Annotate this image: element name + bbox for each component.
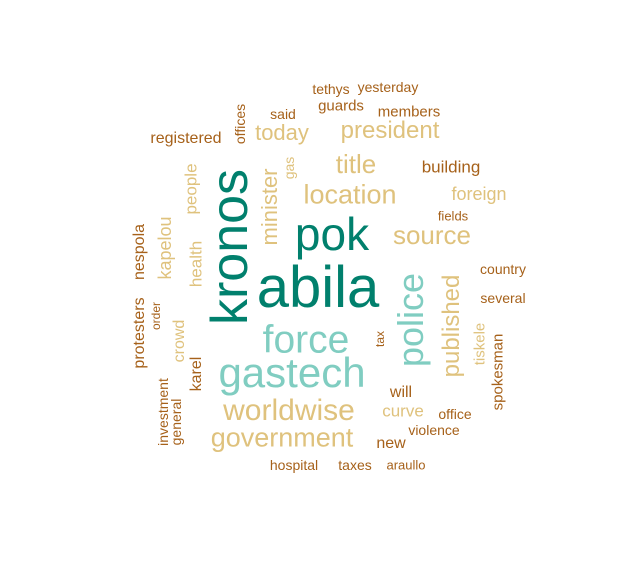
word-president: president: [340, 117, 440, 144]
word-fields: fields: [437, 208, 469, 224]
word-araullo: araullo: [386, 457, 426, 473]
word-hospital: hospital: [269, 457, 319, 473]
word-spokesman: spokesman: [489, 333, 507, 411]
word-force: force: [262, 318, 350, 362]
word-minister: minister: [257, 168, 282, 246]
word-building: building: [421, 157, 481, 177]
word-location: location: [303, 179, 397, 210]
word-office: office: [438, 406, 472, 422]
word-several: several: [480, 290, 526, 306]
word-will: will: [389, 384, 413, 401]
word-government: government: [210, 422, 354, 453]
word-kronos: kronos: [201, 168, 259, 326]
word-karel: karel: [188, 356, 205, 392]
word-curve: curve: [382, 401, 424, 421]
word-tiskele: tiskele: [471, 322, 489, 366]
word-gastech: gastech: [218, 349, 366, 396]
word-pok: pok: [294, 208, 370, 260]
word-said: said: [270, 106, 296, 122]
word-general: general: [168, 398, 184, 446]
word-country: country: [480, 261, 526, 277]
word-abila: abila: [256, 255, 380, 320]
word-gas: gas: [281, 156, 297, 180]
word-offices: offices: [232, 103, 248, 145]
word-violence: violence: [408, 422, 460, 438]
word-order: order: [149, 301, 163, 331]
word-nespola: nespola: [131, 223, 148, 281]
word-title: title: [335, 149, 377, 179]
word-taxes: taxes: [338, 457, 372, 473]
word-today: today: [255, 120, 309, 145]
word-kapelou: kapelou: [155, 216, 175, 280]
word-worldwise: worldwise: [223, 394, 355, 427]
word-tethys: tethys: [312, 81, 350, 97]
word-protesters: protesters: [131, 297, 148, 369]
word-registered: registered: [150, 130, 222, 147]
word-foreign: foreign: [451, 184, 507, 204]
word-yesterday: yesterday: [357, 79, 419, 95]
word-tax: tax: [373, 330, 387, 348]
word-published: published: [438, 274, 465, 378]
word-guards: guards: [318, 97, 364, 115]
word-crowd: crowd: [171, 319, 188, 363]
word-police: police: [390, 272, 431, 368]
word-new: new: [376, 435, 406, 452]
word-people: people: [181, 163, 201, 215]
word-members: members: [377, 103, 441, 121]
word-source: source: [392, 220, 472, 250]
word-health: health: [186, 240, 206, 288]
